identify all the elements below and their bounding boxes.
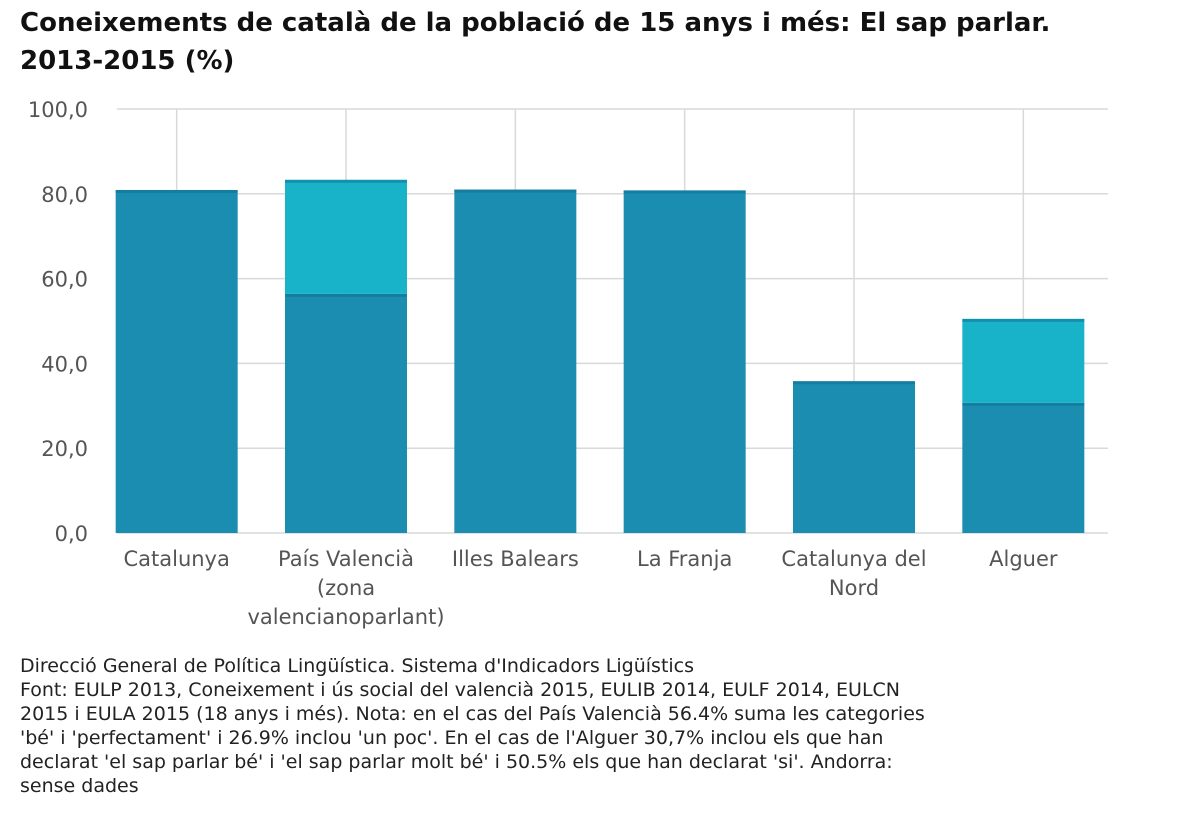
x-tick-label: valencianoparlant) bbox=[247, 605, 444, 629]
footnote-line-5: sense dades bbox=[20, 775, 139, 797]
x-tick-label: La Franja bbox=[637, 547, 732, 571]
x-tick-label: Catalunya bbox=[123, 547, 229, 571]
y-tick-label: 20,0 bbox=[41, 437, 88, 461]
x-tick-label: Illes Balears bbox=[452, 547, 579, 571]
chart-title-line-1: Coneixements de català de la població de… bbox=[20, 8, 1051, 38]
bar-segment-series-1 bbox=[962, 402, 1085, 533]
bar-segment-edge bbox=[285, 179, 407, 183]
footnote-source: Direcció General de Política Lingüística… bbox=[20, 655, 695, 677]
x-tick-label: País Valencià bbox=[278, 547, 414, 571]
bar-segment-series-1 bbox=[793, 381, 915, 533]
chart-title-line-2: 2013-2015 (%) bbox=[20, 46, 235, 76]
x-tick-label: Catalunya del bbox=[781, 547, 926, 571]
bars bbox=[115, 179, 1085, 533]
footnote-line-3: 'bé' i 'perfectament' i 26.9% inclou 'un… bbox=[20, 727, 884, 749]
chart-title: Coneixements de català de la població de… bbox=[20, 4, 1190, 80]
x-tick-label: (zona bbox=[317, 576, 375, 600]
bar-segment-series-1 bbox=[623, 190, 746, 533]
bar-segment-edge bbox=[115, 189, 238, 193]
footnote-line-2: 2015 i EULA 2015 (18 anys i més). Nota: … bbox=[20, 703, 925, 725]
y-tick-label: 0,0 bbox=[55, 522, 88, 546]
y-tick-label: 80,0 bbox=[41, 183, 88, 207]
bar-chart: 0,0 20,0 40,0 60,0 80,0 100,0 Catalunya País V… bbox=[28, 98, 1108, 629]
bar-segment-series-1 bbox=[454, 189, 577, 533]
footnote-line-4: declarat 'el sap parlar bé' i 'el sap pa… bbox=[20, 751, 893, 773]
y-tick-label: 100,0 bbox=[28, 98, 88, 122]
y-tick-label: 40,0 bbox=[41, 352, 88, 376]
bar-segment-series-2 bbox=[285, 179, 407, 294]
footnote-line-1: Font: EULP 2013, Coneixement i ús social… bbox=[20, 679, 901, 701]
x-tick-label: Alguer bbox=[989, 547, 1058, 571]
bar-segment-series-1 bbox=[285, 293, 407, 533]
y-tick-label: 60,0 bbox=[41, 268, 88, 292]
bar-segment-edge bbox=[285, 293, 407, 297]
bar-segment-edge bbox=[962, 402, 1085, 406]
grid-lines bbox=[117, 108, 1108, 534]
bar-segment-edge bbox=[962, 318, 1085, 322]
y-axis-ticks: 0,0 20,0 40,0 60,0 80,0 100,0 bbox=[28, 98, 88, 546]
bar-segment-edge bbox=[454, 189, 577, 193]
footnote: Direcció General de Política Lingüística… bbox=[20, 654, 1195, 798]
x-axis-ticks: Catalunya País Valencià (zona valencianopar… bbox=[123, 547, 1057, 629]
bar-segment-edge bbox=[623, 190, 746, 194]
x-tick-label: Nord bbox=[829, 576, 879, 600]
bar-segment-series-1 bbox=[115, 189, 238, 533]
bar-segment-series-2 bbox=[962, 318, 1085, 403]
bar-segment-edge bbox=[793, 381, 915, 385]
